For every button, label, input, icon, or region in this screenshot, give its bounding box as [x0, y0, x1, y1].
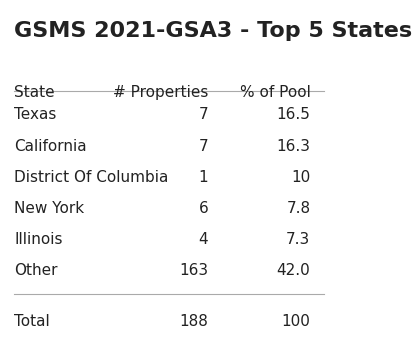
Text: 163: 163	[179, 263, 208, 278]
Text: New York: New York	[14, 201, 84, 216]
Text: 7.3: 7.3	[286, 232, 310, 247]
Text: % of Pool: % of Pool	[239, 85, 310, 99]
Text: 6: 6	[199, 201, 208, 216]
Text: District Of Columbia: District Of Columbia	[14, 170, 168, 185]
Text: Texas: Texas	[14, 108, 56, 122]
Text: 100: 100	[281, 314, 310, 329]
Text: 16.5: 16.5	[276, 108, 310, 122]
Text: California: California	[14, 139, 87, 154]
Text: 1: 1	[199, 170, 208, 185]
Text: GSMS 2021-GSA3 - Top 5 States: GSMS 2021-GSA3 - Top 5 States	[14, 21, 412, 40]
Text: 7: 7	[199, 139, 208, 154]
Text: 4: 4	[199, 232, 208, 247]
Text: Total: Total	[14, 314, 50, 329]
Text: 10: 10	[291, 170, 310, 185]
Text: 7: 7	[199, 108, 208, 122]
Text: 16.3: 16.3	[276, 139, 310, 154]
Text: 188: 188	[179, 314, 208, 329]
Text: # Properties: # Properties	[113, 85, 208, 99]
Text: State: State	[14, 85, 55, 99]
Text: Other: Other	[14, 263, 58, 278]
Text: 42.0: 42.0	[277, 263, 310, 278]
Text: Illinois: Illinois	[14, 232, 63, 247]
Text: 7.8: 7.8	[286, 201, 310, 216]
